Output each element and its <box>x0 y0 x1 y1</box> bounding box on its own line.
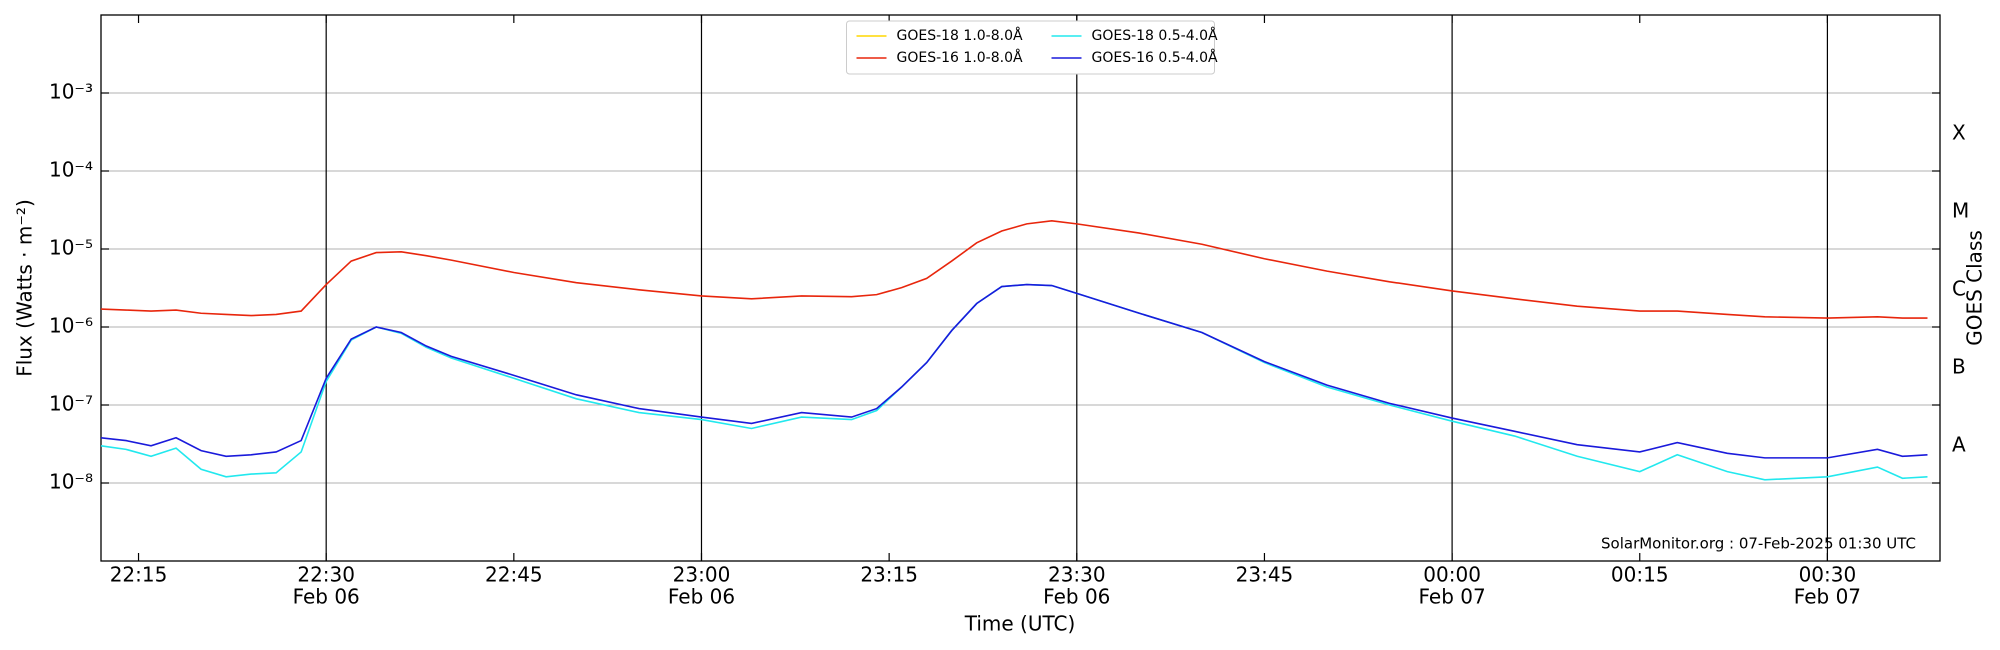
legend-label: GOES-16 0.5-4.0Å <box>1092 49 1218 66</box>
y-axis-label: Flux (Watts · m⁻²) <box>13 199 37 377</box>
y-tick-label: 10⁻⁵ <box>49 236 93 260</box>
x-tick-label: 22:45 <box>485 563 543 587</box>
x-tick-label: 23:00 <box>673 563 731 587</box>
x-tick-label: Feb 06 <box>668 585 735 609</box>
series-line <box>100 283 1928 481</box>
x-tick-label: 00:00 <box>1423 563 1481 587</box>
legend-label: GOES-16 1.0-8.0Å <box>897 49 1023 66</box>
x-tick-label: 23:30 <box>1048 563 1106 587</box>
y2-axis-label: GOES Class <box>1963 230 1987 346</box>
x-tick-label: Feb 06 <box>1043 585 1110 609</box>
y2-tick-label: C <box>1952 276 1966 300</box>
y2-tick-label: X <box>1952 120 1966 144</box>
y-tick-label: 10⁻⁷ <box>49 392 93 416</box>
x-tick-label: 22:15 <box>110 563 168 587</box>
series-line <box>100 283 1928 459</box>
series-line <box>100 219 1928 319</box>
y-tick-label: 10⁻⁸ <box>49 470 93 494</box>
legend-label: GOES-18 1.0-8.0Å <box>897 27 1023 44</box>
x-tick-label: 00:15 <box>1611 563 1669 587</box>
annotation: SolarMonitor.org : 07-Feb-2025 01:30 UTC <box>1601 535 1916 553</box>
y-tick-label: 10⁻⁶ <box>49 314 93 338</box>
legend-label: GOES-18 0.5-4.0Å <box>1092 27 1218 44</box>
y-tick-label: 10⁻³ <box>49 80 93 104</box>
y-tick-label: 10⁻⁴ <box>49 158 93 182</box>
x-tick-label: 23:45 <box>1236 563 1294 587</box>
x-tick-label: Feb 06 <box>293 585 360 609</box>
x-tick-label: Feb 07 <box>1418 585 1485 609</box>
y2-tick-label: A <box>1952 432 1966 456</box>
x-axis-label: Time (UTC) <box>964 612 1076 636</box>
legend-box <box>846 20 1215 75</box>
y2-tick-label: B <box>1952 354 1966 378</box>
x-tick-label: 22:30 <box>297 563 355 587</box>
x-tick-label: 23:15 <box>860 563 918 587</box>
y2-tick-label: M <box>1952 198 1969 222</box>
x-tick-label: Feb 07 <box>1794 585 1861 609</box>
x-tick-label: 00:30 <box>1799 563 1857 587</box>
plot-frame <box>100 14 1941 562</box>
